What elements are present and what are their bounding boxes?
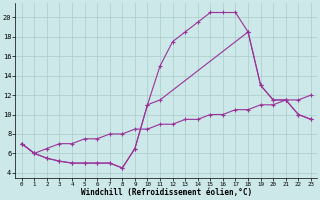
X-axis label: Windchill (Refroidissement éolien,°C): Windchill (Refroidissement éolien,°C) bbox=[81, 188, 252, 197]
